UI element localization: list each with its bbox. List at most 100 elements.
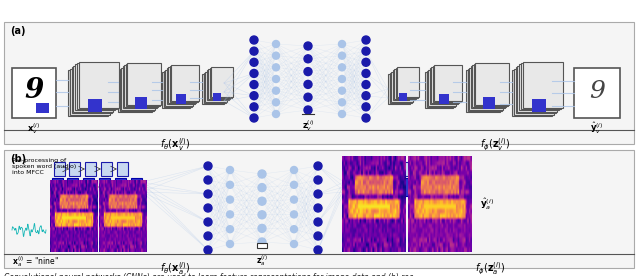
Bar [166,68,195,104]
Circle shape [273,87,280,94]
Bar [171,65,199,101]
Text: 9: 9 [589,79,605,102]
Text: $f_\phi(\mathbf{z}_a^{(i)})$: $f_\phi(\mathbf{z}_a^{(i)})$ [475,260,505,276]
Bar [416,178,427,196]
Bar [364,162,375,176]
Circle shape [314,246,322,254]
Bar [163,71,191,107]
Circle shape [291,226,298,233]
Circle shape [362,58,370,66]
Bar [469,68,503,110]
Circle shape [291,240,298,248]
Circle shape [227,240,234,248]
Text: $\mathbf{x}_v^{(i)}$: $\mathbf{x}_v^{(i)}$ [28,121,40,136]
Bar [429,68,458,104]
Bar [396,68,417,98]
Circle shape [291,211,298,218]
Circle shape [304,68,312,76]
Bar [165,70,193,106]
Circle shape [258,211,266,219]
Bar [433,66,461,102]
Bar [69,162,80,176]
Bar [400,162,411,176]
Circle shape [250,81,258,89]
Circle shape [314,204,322,212]
Circle shape [304,106,312,114]
Text: $f_\theta(\mathbf{x}_a^{(i)})$: $f_\theta(\mathbf{x}_a^{(i)})$ [160,260,190,276]
Circle shape [362,114,370,122]
Circle shape [258,184,266,192]
Circle shape [250,103,258,111]
Circle shape [314,176,322,184]
Text: spoken word (audio): spoken word (audio) [12,164,76,169]
Circle shape [250,70,258,78]
Bar [397,67,419,97]
Bar [522,62,563,108]
Bar [466,70,500,112]
Bar [73,66,113,112]
Circle shape [273,99,280,106]
Bar [380,178,391,196]
Circle shape [250,58,258,66]
Circle shape [304,80,312,88]
Bar [467,69,502,111]
Text: Convolutional neural networks (CNNs) are used to learn feature representations f: Convolutional neural networks (CNNs) are… [4,273,413,276]
Bar [115,178,126,196]
Bar [207,70,228,100]
Bar [170,66,198,102]
Bar [117,162,128,176]
Bar [392,70,415,100]
Bar [77,63,116,109]
Circle shape [227,211,234,218]
Circle shape [339,41,346,47]
Circle shape [273,110,280,118]
Bar [70,69,109,115]
Bar [208,69,230,99]
Circle shape [250,36,258,44]
Circle shape [362,70,370,78]
Circle shape [204,190,212,198]
Circle shape [204,176,212,184]
Bar [72,67,111,113]
Bar [390,73,412,103]
Bar [101,162,112,176]
Bar [532,99,546,112]
Circle shape [362,92,370,100]
Bar [85,162,96,176]
Bar [470,67,504,108]
Text: (b): (b) [10,154,26,164]
Text: $\mathbf{x}_a^{(i)}$ = "nine": $\mathbf{x}_a^{(i)}$ = "nine" [12,254,59,269]
Bar [514,69,554,115]
Bar [67,178,78,196]
Bar [213,93,221,101]
Text: $\hat{\mathbf{y}}_v^{(i)}$: $\hat{\mathbf{y}}_v^{(i)}$ [590,121,604,136]
Circle shape [204,232,212,240]
Bar [99,178,110,196]
Circle shape [250,92,258,100]
Circle shape [204,204,212,212]
Bar [88,99,102,112]
Bar [521,63,561,109]
Bar [257,243,267,248]
Bar [124,65,158,107]
Circle shape [339,52,346,59]
Circle shape [250,114,258,122]
Circle shape [273,64,280,71]
Circle shape [314,190,322,198]
Circle shape [291,196,298,203]
Bar [515,67,556,113]
Circle shape [314,232,322,240]
Circle shape [273,76,280,83]
Bar [394,69,416,99]
Bar [120,69,154,111]
Text: Pre-processing of: Pre-processing of [12,158,66,163]
Text: $\mathbf{z}_a^{(i)}$: $\mathbf{z}_a^{(i)}$ [256,253,268,268]
Bar [209,68,232,98]
Bar [204,73,225,103]
Bar [574,68,620,118]
Circle shape [304,42,312,50]
Circle shape [227,181,234,188]
Bar [399,93,406,101]
Circle shape [250,47,258,55]
Text: into MFCC: into MFCC [12,170,44,175]
